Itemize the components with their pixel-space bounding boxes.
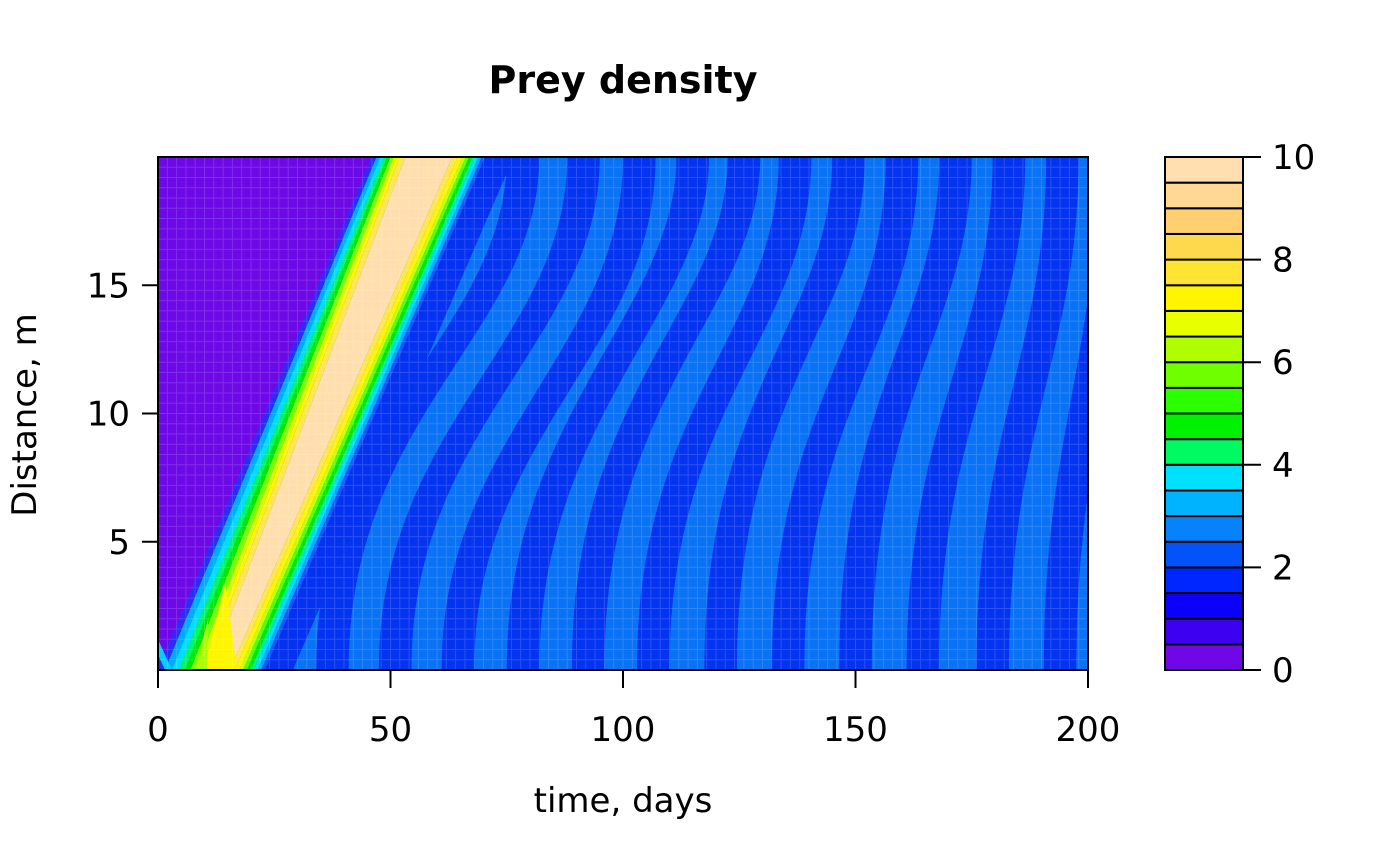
legend-cell <box>1164 463 1244 492</box>
x-tick-label: 0 <box>147 710 169 750</box>
x-axis: 0 50 100 150 200 <box>147 670 1120 750</box>
wave-band <box>243 157 470 670</box>
wave-band <box>261 157 485 670</box>
wave-band <box>178 157 388 670</box>
oscillation-stripe <box>839 157 972 670</box>
wave-band <box>250 157 476 670</box>
x-tick-label: 150 <box>823 710 888 750</box>
oscillation-stripe <box>771 157 919 670</box>
legend-cell <box>1164 592 1244 620</box>
legend-cell <box>1164 361 1244 389</box>
legend-tick-label: 6 <box>1272 343 1294 383</box>
oscillation-stripe <box>704 157 865 670</box>
oscillation-stripe <box>1043 297 1088 670</box>
wave-origin-patch <box>195 618 209 670</box>
legend-cell <box>1164 232 1244 261</box>
legend-cell <box>1164 438 1244 466</box>
wave-band <box>253 157 479 670</box>
legend-colorbar: 0 2 4 6 8 10 <box>1164 138 1315 691</box>
y-tick-label: 5 <box>108 523 130 563</box>
wave-band <box>257 157 482 670</box>
wave-band <box>184 157 391 670</box>
y-axis: 5 10 15 <box>87 266 158 563</box>
wave-band <box>200 157 400 670</box>
wave-origin-patch <box>204 582 238 670</box>
pre-invasion-region <box>158 157 372 670</box>
legend-tick-label: 8 <box>1272 241 1294 281</box>
y-axis-title: Distance, m <box>5 313 45 516</box>
legend-cell <box>1164 489 1244 518</box>
wave-band <box>190 157 394 670</box>
legend-cell <box>1164 540 1244 569</box>
wave-band <box>239 157 466 670</box>
legend-cell <box>1164 258 1244 287</box>
legend-cell <box>1164 617 1244 646</box>
legend-cell <box>1164 643 1244 671</box>
legend-cell <box>1164 386 1244 415</box>
oscillation-stripe <box>378 157 600 670</box>
oscillation-stripe <box>506 157 710 670</box>
legend-tick-label: 0 <box>1272 651 1294 691</box>
cell-grid <box>158 157 1088 670</box>
y-tick-label: 15 <box>87 266 130 306</box>
wave-origin-patch <box>158 654 165 670</box>
legend-cell <box>1164 412 1244 441</box>
wave-band <box>164 157 381 670</box>
legend-cell <box>1164 566 1244 595</box>
x-tick-label: 200 <box>1056 710 1121 750</box>
wave-band <box>196 157 397 670</box>
x-axis-title: time, days <box>534 781 713 821</box>
plot-title: Prey density <box>489 58 758 102</box>
oscillation-stripe <box>441 157 656 670</box>
y-tick-label: 10 <box>87 395 130 435</box>
oscillation-stripe <box>571 157 761 670</box>
oscillation-stripe <box>906 157 1026 670</box>
wave-band <box>171 157 384 670</box>
oscillation-stripe <box>976 157 1079 670</box>
wave-band <box>210 157 453 670</box>
legend-cell <box>1164 515 1244 543</box>
oscillation-stripe <box>636 157 812 670</box>
legend-cell <box>1164 181 1244 210</box>
legend-cell <box>1164 207 1244 235</box>
legend-cell <box>1164 284 1244 312</box>
oscillation-stripe <box>316 157 540 670</box>
legend-tick-label: 2 <box>1272 548 1294 588</box>
legend-tick-label: 4 <box>1272 446 1294 486</box>
x-tick-label: 100 <box>591 710 656 750</box>
legend-cell <box>1164 309 1244 338</box>
wave-band <box>246 157 473 670</box>
legend-tick-label: 10 <box>1272 138 1315 178</box>
legend-cell <box>1164 156 1244 184</box>
x-tick-label: 50 <box>369 710 412 750</box>
heatmap <box>158 157 1088 670</box>
wave-band <box>234 157 463 670</box>
wave-band <box>204 157 406 670</box>
wave-band <box>158 157 377 670</box>
wave-band <box>264 157 514 670</box>
wave-band <box>230 157 458 670</box>
legend-cell <box>1164 335 1244 364</box>
